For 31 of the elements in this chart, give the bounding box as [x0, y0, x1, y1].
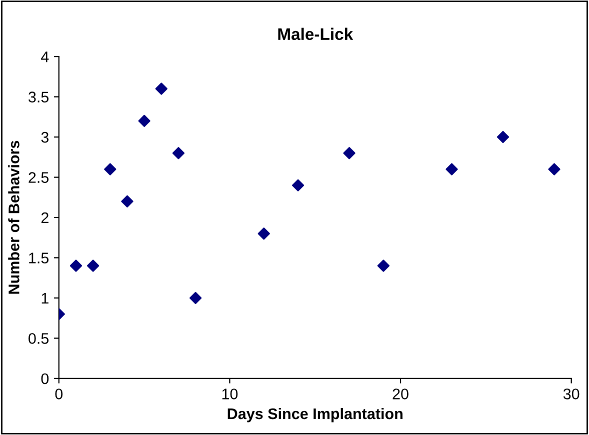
y-tick-label: 0 [41, 373, 49, 384]
y-tick-label: 1.5 [29, 252, 49, 264]
y-tick-label: 3.5 [28, 92, 49, 102]
y-tick-label: 3 [41, 132, 49, 143]
y-tick-label: 0.5 [28, 333, 49, 344]
point [189, 292, 202, 304]
y-axis-title: Number of Behaviors [8, 140, 20, 294]
point [172, 147, 185, 160]
point [121, 195, 134, 208]
x-tick-label: 10 [222, 388, 238, 400]
point [292, 179, 304, 192]
y-tick-label: 1 [42, 293, 48, 304]
point [548, 163, 560, 176]
point [446, 163, 458, 176]
x-tick-label: 20 [392, 388, 408, 400]
point [343, 147, 356, 160]
point [258, 228, 270, 240]
y-tick-label: 2.5 [28, 172, 49, 183]
point [496, 130, 510, 144]
chart-title: Male-Lick [278, 28, 354, 40]
point [70, 260, 82, 272]
x-axis-title: Days Since Implantation [228, 408, 402, 422]
point [155, 82, 168, 95]
y-tick-label: 2 [41, 212, 48, 224]
x-tick-label: 0 [55, 388, 63, 400]
point [104, 163, 116, 176]
y-tick-label: 4 [41, 52, 49, 62]
point [86, 260, 100, 272]
point [377, 260, 390, 272]
x-tick-label: 30 [563, 388, 580, 400]
point [138, 114, 150, 128]
